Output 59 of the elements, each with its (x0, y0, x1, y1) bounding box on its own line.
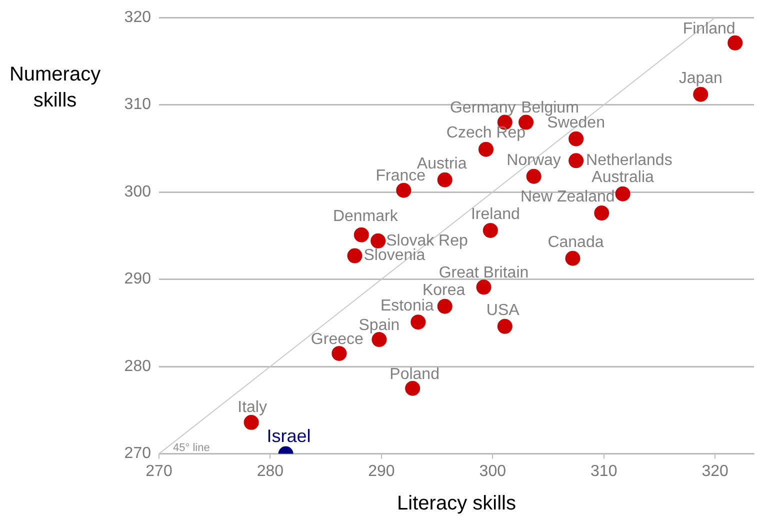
point (244, 414, 259, 430)
annotation: New Zealand (520, 188, 615, 206)
point (497, 318, 512, 334)
y-axis-title: Numeracy skills (9, 64, 101, 112)
annotation: Japan (678, 70, 722, 87)
point (370, 233, 386, 248)
annotation: USA (486, 302, 520, 319)
x-tick-label: 320 (702, 462, 729, 480)
annotation: Slovak Rep (386, 232, 468, 250)
y-tick-label: 290 (124, 270, 152, 288)
point (568, 131, 584, 146)
annotation: Ireland (470, 206, 520, 223)
point (478, 142, 494, 157)
point (526, 168, 542, 184)
y-tick-label: 280 (124, 358, 152, 375)
annotation: Czech Rep (446, 124, 526, 142)
annotation: Finland (682, 20, 736, 38)
y-tick-label: 310 (124, 96, 152, 114)
annotation: Norway (506, 152, 561, 169)
y-tick-label: 320 (124, 9, 152, 26)
annotation: Korea (422, 282, 466, 299)
point (565, 250, 580, 266)
point (372, 332, 387, 348)
point (594, 206, 610, 221)
annotation: Great Britain (438, 264, 529, 282)
x-tick-label: 290 (368, 462, 395, 480)
point (568, 153, 584, 168)
x-tick-label: 310 (590, 462, 618, 480)
x-tick-label: 270 (146, 462, 172, 480)
point (405, 380, 420, 396)
x-axis-title: Literacy skills (397, 492, 516, 515)
annotation: Germany (450, 100, 516, 117)
point (332, 346, 347, 361)
annotation: Netherlands (586, 152, 672, 170)
point (693, 86, 708, 102)
annotation: Australia (592, 169, 654, 186)
annotation: Italy (238, 398, 267, 416)
series-label: 45° line (173, 442, 210, 454)
annotation: Denmark (332, 208, 399, 226)
point (437, 172, 452, 188)
x-tick-label: 280 (256, 462, 284, 480)
point (437, 298, 452, 314)
x-tick-label: 300 (479, 462, 506, 480)
annotation: Poland (390, 366, 440, 383)
annotation: Belgium (521, 100, 579, 117)
annotation: Canada (548, 234, 604, 251)
point (347, 248, 362, 264)
point (728, 35, 743, 50)
y-tick-label: 300 (124, 183, 152, 200)
point (476, 280, 492, 295)
point (615, 186, 630, 202)
point (354, 227, 369, 242)
point (482, 222, 498, 238)
annotation: Slovenia (364, 247, 426, 264)
point (410, 314, 426, 330)
annotation: Estonia (380, 297, 434, 314)
annotation: Israel (266, 426, 311, 446)
y-tick-label: 270 (124, 445, 152, 462)
point (396, 182, 412, 198)
